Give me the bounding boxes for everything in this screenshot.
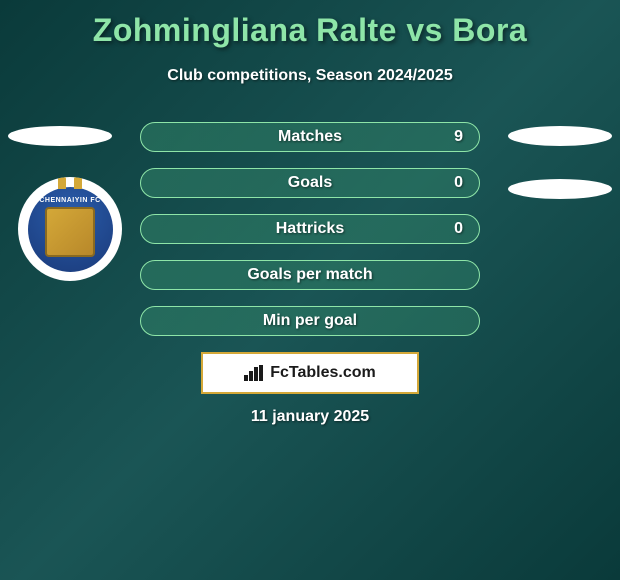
stat-label: Matches	[278, 128, 342, 146]
stat-bar-goals-per-match: Goals per match	[140, 260, 480, 290]
stat-label: Goals	[288, 174, 332, 192]
stats-container: Matches 9 Goals 0 Hattricks 0 Goals per …	[140, 122, 480, 352]
stat-label: Hattricks	[276, 220, 344, 238]
stat-bar-goals: Goals 0	[140, 168, 480, 198]
subtitle: Club competitions, Season 2024/2025	[0, 67, 620, 85]
player-right-marker-2	[508, 179, 612, 199]
branding-box[interactable]: FcTables.com	[201, 352, 419, 394]
club-name: CHENNAIYIN FC	[39, 197, 100, 204]
player-right-marker-1	[508, 126, 612, 146]
stat-value: 0	[454, 174, 463, 192]
stat-value: 9	[454, 128, 463, 146]
stat-bar-hattricks: Hattricks 0	[140, 214, 480, 244]
date-label: 11 january 2025	[251, 408, 369, 426]
club-trophies-icon	[58, 177, 82, 189]
stat-bar-matches: Matches 9	[140, 122, 480, 152]
club-badge-inner: CHENNAIYIN FC	[28, 187, 113, 272]
chart-bars-icon	[244, 365, 264, 381]
stat-label: Min per goal	[263, 312, 357, 330]
stat-bar-min-per-goal: Min per goal	[140, 306, 480, 336]
stat-value: 0	[454, 220, 463, 238]
club-emblem-icon	[45, 207, 95, 257]
player-left-marker	[8, 126, 112, 146]
page-title: Zohmingliana Ralte vs Bora	[0, 0, 620, 49]
stat-label: Goals per match	[247, 266, 372, 284]
branding-text: FcTables.com	[270, 364, 376, 382]
club-badge: CHENNAIYIN FC	[18, 177, 122, 281]
